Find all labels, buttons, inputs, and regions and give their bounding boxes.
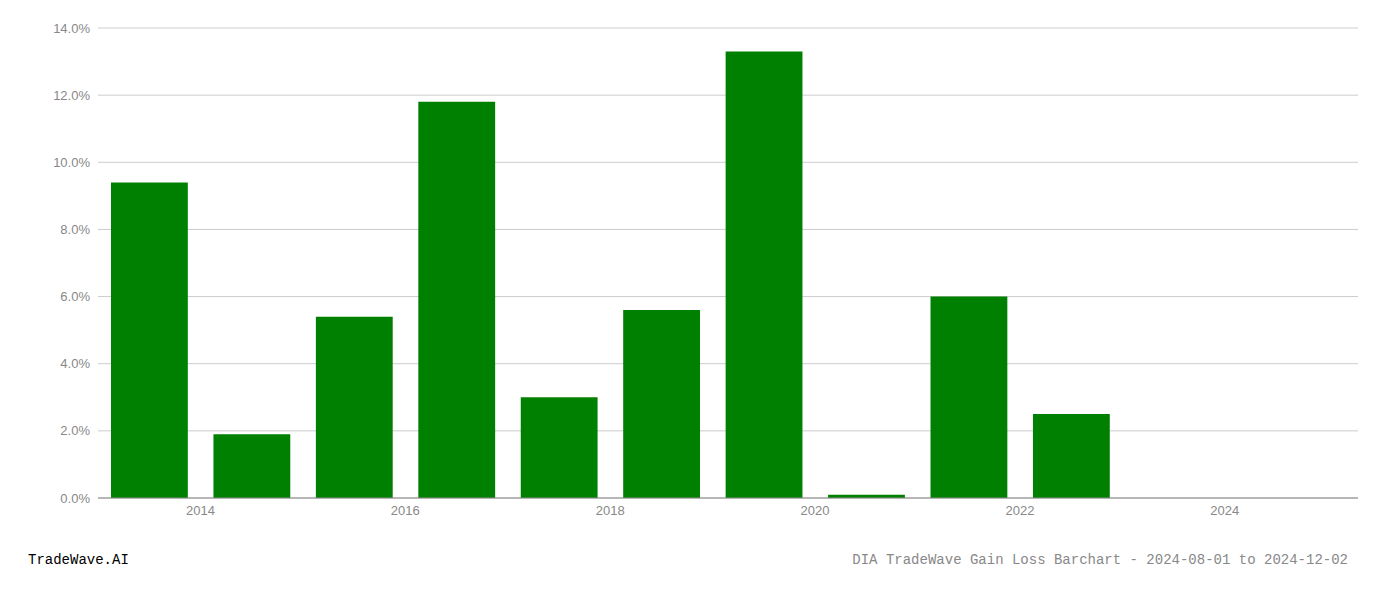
svg-text:14.0%: 14.0% bbox=[53, 21, 90, 36]
svg-text:2024: 2024 bbox=[1210, 503, 1239, 518]
html-text:TradeWave.AI: TradeWave.AI bbox=[28, 552, 129, 568]
svg-text:0.0%: 0.0% bbox=[60, 491, 90, 506]
svg-text:6.0%: 6.0% bbox=[60, 289, 90, 304]
svg-text:4.0%: 4.0% bbox=[60, 356, 90, 371]
svg-text:2.0%: 2.0% bbox=[60, 423, 90, 438]
html-text:DIA TradeWave Gain Loss Barcha: DIA TradeWave Gain Loss Barchart - 2024-… bbox=[852, 552, 1348, 568]
svg-text:2022: 2022 bbox=[1005, 503, 1034, 518]
svg-text:2020: 2020 bbox=[801, 503, 830, 518]
svg-text:12.0%: 12.0% bbox=[53, 88, 90, 103]
svg-text:2014: 2014 bbox=[186, 503, 215, 518]
svg-text:2018: 2018 bbox=[596, 503, 625, 518]
svg-text:10.0%: 10.0% bbox=[53, 155, 90, 170]
svg-text:2016: 2016 bbox=[391, 503, 420, 518]
svg-text:8.0%: 8.0% bbox=[60, 222, 90, 237]
